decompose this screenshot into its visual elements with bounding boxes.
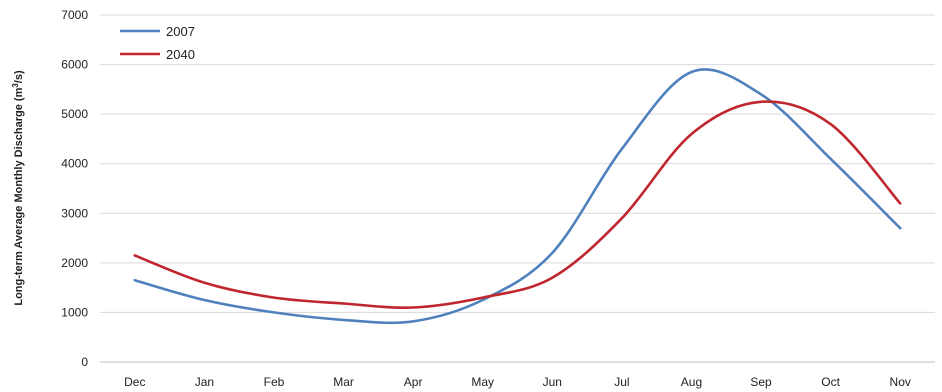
- y-tick-label: 1000: [61, 305, 88, 319]
- y-tick-label: 2000: [61, 256, 88, 270]
- x-tick-label: Jun: [543, 375, 562, 389]
- x-tick-label: Jan: [195, 375, 214, 389]
- y-tick-label: 3000: [61, 206, 88, 220]
- series-line-2040: [133, 100, 902, 309]
- series-lines: [133, 68, 902, 325]
- series-line-2007: [133, 68, 902, 325]
- y-axis-ticks: 0 1000 2000 3000 4000 5000 6000 7000: [61, 8, 88, 369]
- gridlines: [100, 14, 935, 313]
- legend: 2007 2040: [120, 24, 195, 62]
- y-axis-label-main: Long-term Average Monthly Discharge (m: [13, 87, 25, 305]
- y-axis-label-superscript: 3: [11, 83, 20, 88]
- x-tick-label: May: [471, 375, 494, 389]
- y-tick-label: 5000: [61, 107, 88, 121]
- legend-label-2040: 2040: [166, 47, 195, 62]
- x-tick-label: Aug: [681, 375, 702, 389]
- x-tick-label: Sep: [750, 375, 772, 389]
- x-tick-label: Mar: [333, 375, 354, 389]
- y-tick-label: 6000: [61, 58, 88, 72]
- x-tick-label: Dec: [124, 375, 145, 389]
- x-tick-label: Nov: [890, 375, 911, 389]
- y-tick-label: 7000: [61, 8, 88, 22]
- x-tick-label: Apr: [404, 375, 423, 389]
- y-axis-label-end: /s): [13, 70, 25, 83]
- x-tick-label: Jul: [614, 375, 629, 389]
- y-tick-label: 0: [81, 355, 88, 369]
- x-axis-ticks: Dec Jan Feb Mar Apr May Jun Jul Aug Sep Oct Nov: [124, 375, 911, 389]
- legend-label-2007: 2007: [166, 24, 195, 39]
- y-axis-label: Long-term Average Monthly Discharge (m3/…: [11, 70, 26, 306]
- x-tick-label: Feb: [264, 375, 285, 389]
- y-tick-label: 4000: [61, 157, 88, 171]
- x-tick-label: Oct: [821, 375, 840, 389]
